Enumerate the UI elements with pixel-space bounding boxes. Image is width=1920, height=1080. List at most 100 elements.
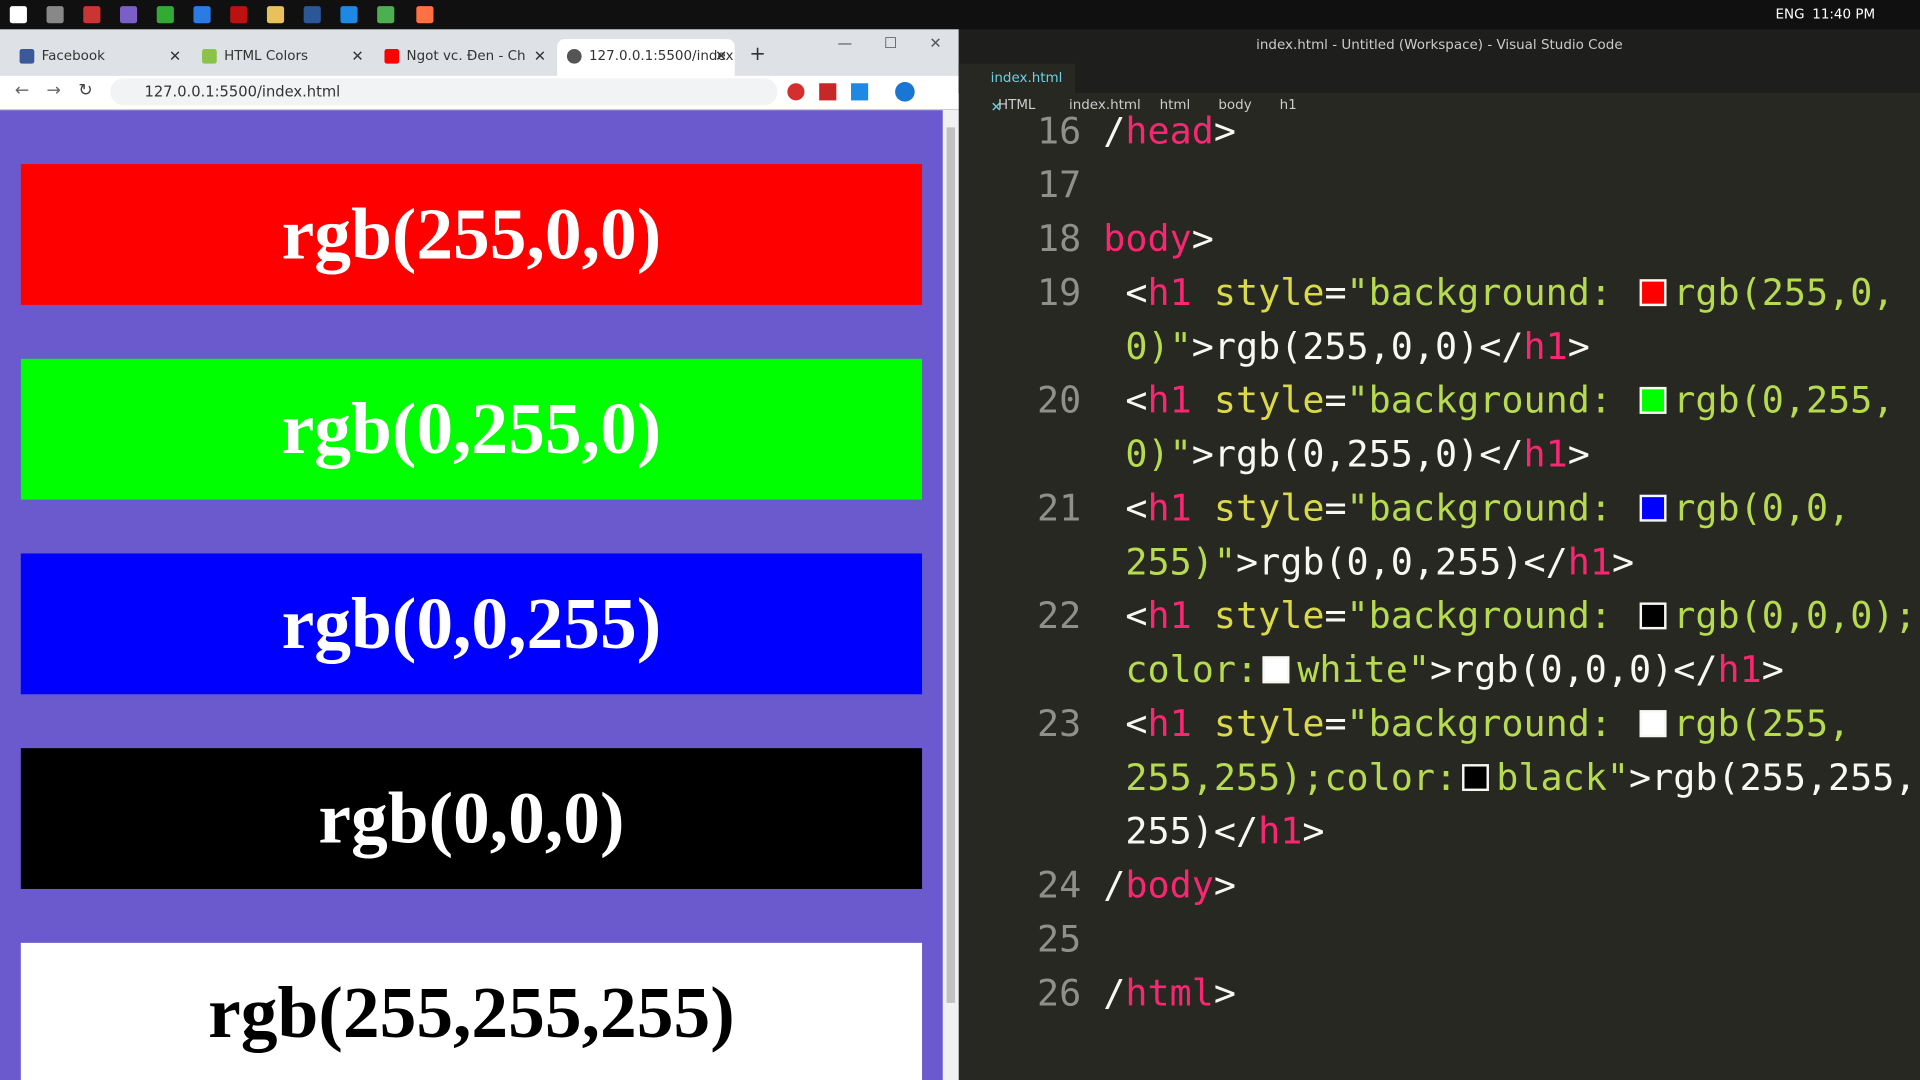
editor-tabs: index.html ✕: [958, 63, 1920, 115]
editor-tab[interactable]: index.html ✕: [958, 63, 1076, 115]
app-icon[interactable]: [230, 6, 248, 24]
color-swatch[interactable]: [1638, 279, 1666, 307]
code-token: >rgb(255,0,0)</: [1191, 325, 1524, 369]
back-button[interactable]: ←: [14, 80, 30, 101]
code-token: /: [1103, 110, 1126, 154]
extension-icon[interactable]: [851, 83, 869, 101]
code-token: >rgb(0,255,0)</: [1191, 433, 1524, 477]
app-icon[interactable]: [416, 6, 434, 24]
language[interactable]: ENG: [1775, 6, 1805, 23]
line-number: 21: [1036, 487, 1082, 531]
browser-tab[interactable]: 127.0.0.1:5500/index.h ✕: [557, 39, 735, 76]
code-token: 0)": [1103, 325, 1192, 369]
color-swatch[interactable]: [1638, 494, 1666, 522]
code-token: rgb(0,0,0);: [1673, 595, 1917, 638]
code-token: =: [1324, 271, 1347, 315]
taskbar: ENG 11:40 PM: [0, 0, 1920, 30]
code-token: head: [1125, 110, 1214, 154]
line-number: 26: [1036, 972, 1082, 1016]
extension-icon[interactable]: [787, 83, 805, 101]
code-token: h1: [1717, 648, 1762, 692]
color-swatch[interactable]: [1638, 710, 1666, 738]
clock[interactable]: 11:40 PM: [1812, 6, 1876, 23]
url-text: 127.0.0.1:5500/index.html: [144, 83, 341, 101]
code-token: h1: [1147, 702, 1192, 746]
heading: rgb(255,0,0): [20, 164, 923, 305]
code-token: h1: [1147, 271, 1192, 315]
code-text: 255)</h1>: [1103, 806, 1324, 860]
editor-window: index.html - Untitled (Workspace) - Visu…: [958, 29, 1920, 1080]
code-token: "background:: [1346, 487, 1635, 531]
code-token: h1: [1567, 541, 1612, 585]
code-token: >: [1611, 541, 1635, 585]
browser-tab[interactable]: HTML Colors ✕: [200, 39, 371, 76]
breadcrumb[interactable]: index.html: [1068, 96, 1141, 113]
code-token: >: [1302, 810, 1325, 854]
app-icon[interactable]: [303, 6, 321, 24]
line-number: 16: [1036, 110, 1082, 154]
code-token: style: [1191, 487, 1325, 531]
forward-button[interactable]: →: [46, 80, 61, 101]
code-token: h1: [1147, 379, 1192, 423]
code-text: <h1 style="background: rgb(255,: [1103, 698, 1850, 752]
close-button[interactable]: ✕: [929, 34, 942, 52]
code-text: /body>: [1103, 860, 1236, 914]
start-button[interactable]: [9, 6, 27, 24]
code-token: "background:: [1346, 595, 1635, 638]
app-icon[interactable]: [377, 6, 395, 24]
code-token: >: [1213, 972, 1236, 1016]
heading: rgb(0,0,0): [20, 748, 923, 889]
code-token: >: [1213, 864, 1236, 908]
code-token: /: [1103, 864, 1126, 908]
color-swatch[interactable]: [1638, 602, 1666, 630]
code-token: white": [1297, 648, 1430, 692]
color-swatch[interactable]: [1638, 386, 1666, 414]
scrollbar[interactable]: [942, 110, 959, 1080]
address-bar[interactable]: 127.0.0.1:5500/index.html: [110, 78, 778, 106]
code-token: <: [1103, 702, 1148, 746]
breadcrumb[interactable]: h1: [1279, 96, 1297, 113]
app-icon[interactable]: [193, 6, 211, 24]
app-icon[interactable]: [156, 6, 174, 24]
app-icon[interactable]: [340, 6, 358, 24]
code-token: <: [1103, 487, 1148, 531]
reload-button[interactable]: ↻: [78, 80, 93, 101]
new-tab-button[interactable]: +: [749, 41, 766, 65]
app-icon[interactable]: [83, 6, 101, 24]
color-swatch[interactable]: [1262, 656, 1290, 684]
code-text: <h1 style="background: rgb(0,0,0);: [1103, 590, 1916, 644]
breadcrumb[interactable]: html: [1159, 96, 1191, 113]
app-icon[interactable]: [266, 6, 285, 24]
minimize-button[interactable]: —: [837, 34, 853, 52]
code-token: >: [1213, 110, 1236, 154]
profile-button[interactable]: [895, 82, 915, 102]
breadcrumb[interactable]: body: [1218, 96, 1252, 113]
code-token: =: [1324, 379, 1347, 423]
code-token: rgb(0,255,: [1673, 379, 1895, 423]
code-token: h1: [1147, 595, 1192, 638]
browser-tab[interactable]: Ngot vc. Đen - Ch ✕: [382, 39, 553, 76]
code-text: 0)">rgb(0,255,0)</h1>: [1103, 429, 1589, 483]
code-token: >: [1191, 217, 1214, 261]
browser-tab[interactable]: Facebook ✕: [17, 39, 188, 76]
breadcrumb[interactable]: HTML: [997, 96, 1036, 113]
line-number: 24: [1036, 864, 1082, 908]
extension-icon[interactable]: [819, 83, 837, 101]
code-token: html: [1125, 972, 1214, 1016]
code-token: =: [1324, 487, 1347, 531]
code-token: <: [1103, 379, 1148, 423]
code-text: 255)">rgb(0,0,255)</h1>: [1103, 536, 1634, 590]
code-token: rgb(255,: [1673, 702, 1851, 746]
code-token: >rgb(0,0,0)</: [1429, 648, 1718, 692]
heading: rgb(0,0,255): [20, 553, 923, 695]
search-icon[interactable]: [46, 6, 64, 24]
browser-window: Facebook ✕ HTML Colors ✕ Ngot vc. Đen - Ch…: [0, 29, 959, 1080]
tab-title: index.html: [990, 69, 1063, 86]
app-icon[interactable]: [120, 6, 138, 24]
maximize-button[interactable]: ☐: [884, 34, 898, 52]
code-token: color:: [1103, 648, 1259, 692]
code-text: 255,255);color: black">rgb(255,255,: [1103, 752, 1916, 806]
color-swatch[interactable]: [1462, 764, 1489, 792]
code-text: /html>: [1103, 967, 1236, 1021]
